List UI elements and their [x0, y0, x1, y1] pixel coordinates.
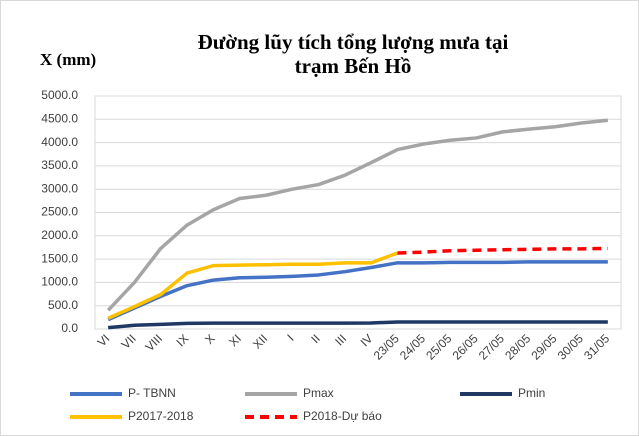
y-tick-label: 2000.0 [41, 228, 78, 242]
y-tick-label: 1000.0 [41, 275, 78, 289]
y-tick-label: 3000.0 [41, 181, 78, 195]
series-line [107, 320, 608, 330]
y-tick-label: 5000.0 [41, 88, 78, 102]
series-line [107, 251, 399, 320]
legend-label: P2018-Dự báo [303, 409, 382, 423]
legend-label: P2017-2018 [128, 409, 194, 423]
y-axis-label: X (mm) [40, 50, 97, 69]
series-line [106, 118, 609, 312]
y-tick-label: 2500.0 [41, 205, 78, 219]
legend-label: Pmin [518, 386, 545, 400]
y-tick-label: 0.0 [61, 321, 78, 335]
y-tick-label: 4000.0 [41, 135, 78, 149]
y-tick-label: 4500.0 [41, 111, 78, 125]
y-tick-label: 3500.0 [41, 158, 78, 172]
series-line [107, 260, 608, 322]
legend-label: P- TBNN [128, 386, 176, 400]
legend-label: Pmax [303, 386, 334, 400]
y-tick-label: 500.0 [48, 298, 78, 312]
y-tick-label: 1500.0 [41, 251, 78, 265]
series-line [397, 246, 608, 255]
chart-title: Đường lũy tích tổng lượng mưa tại trạm B… [197, 30, 509, 78]
